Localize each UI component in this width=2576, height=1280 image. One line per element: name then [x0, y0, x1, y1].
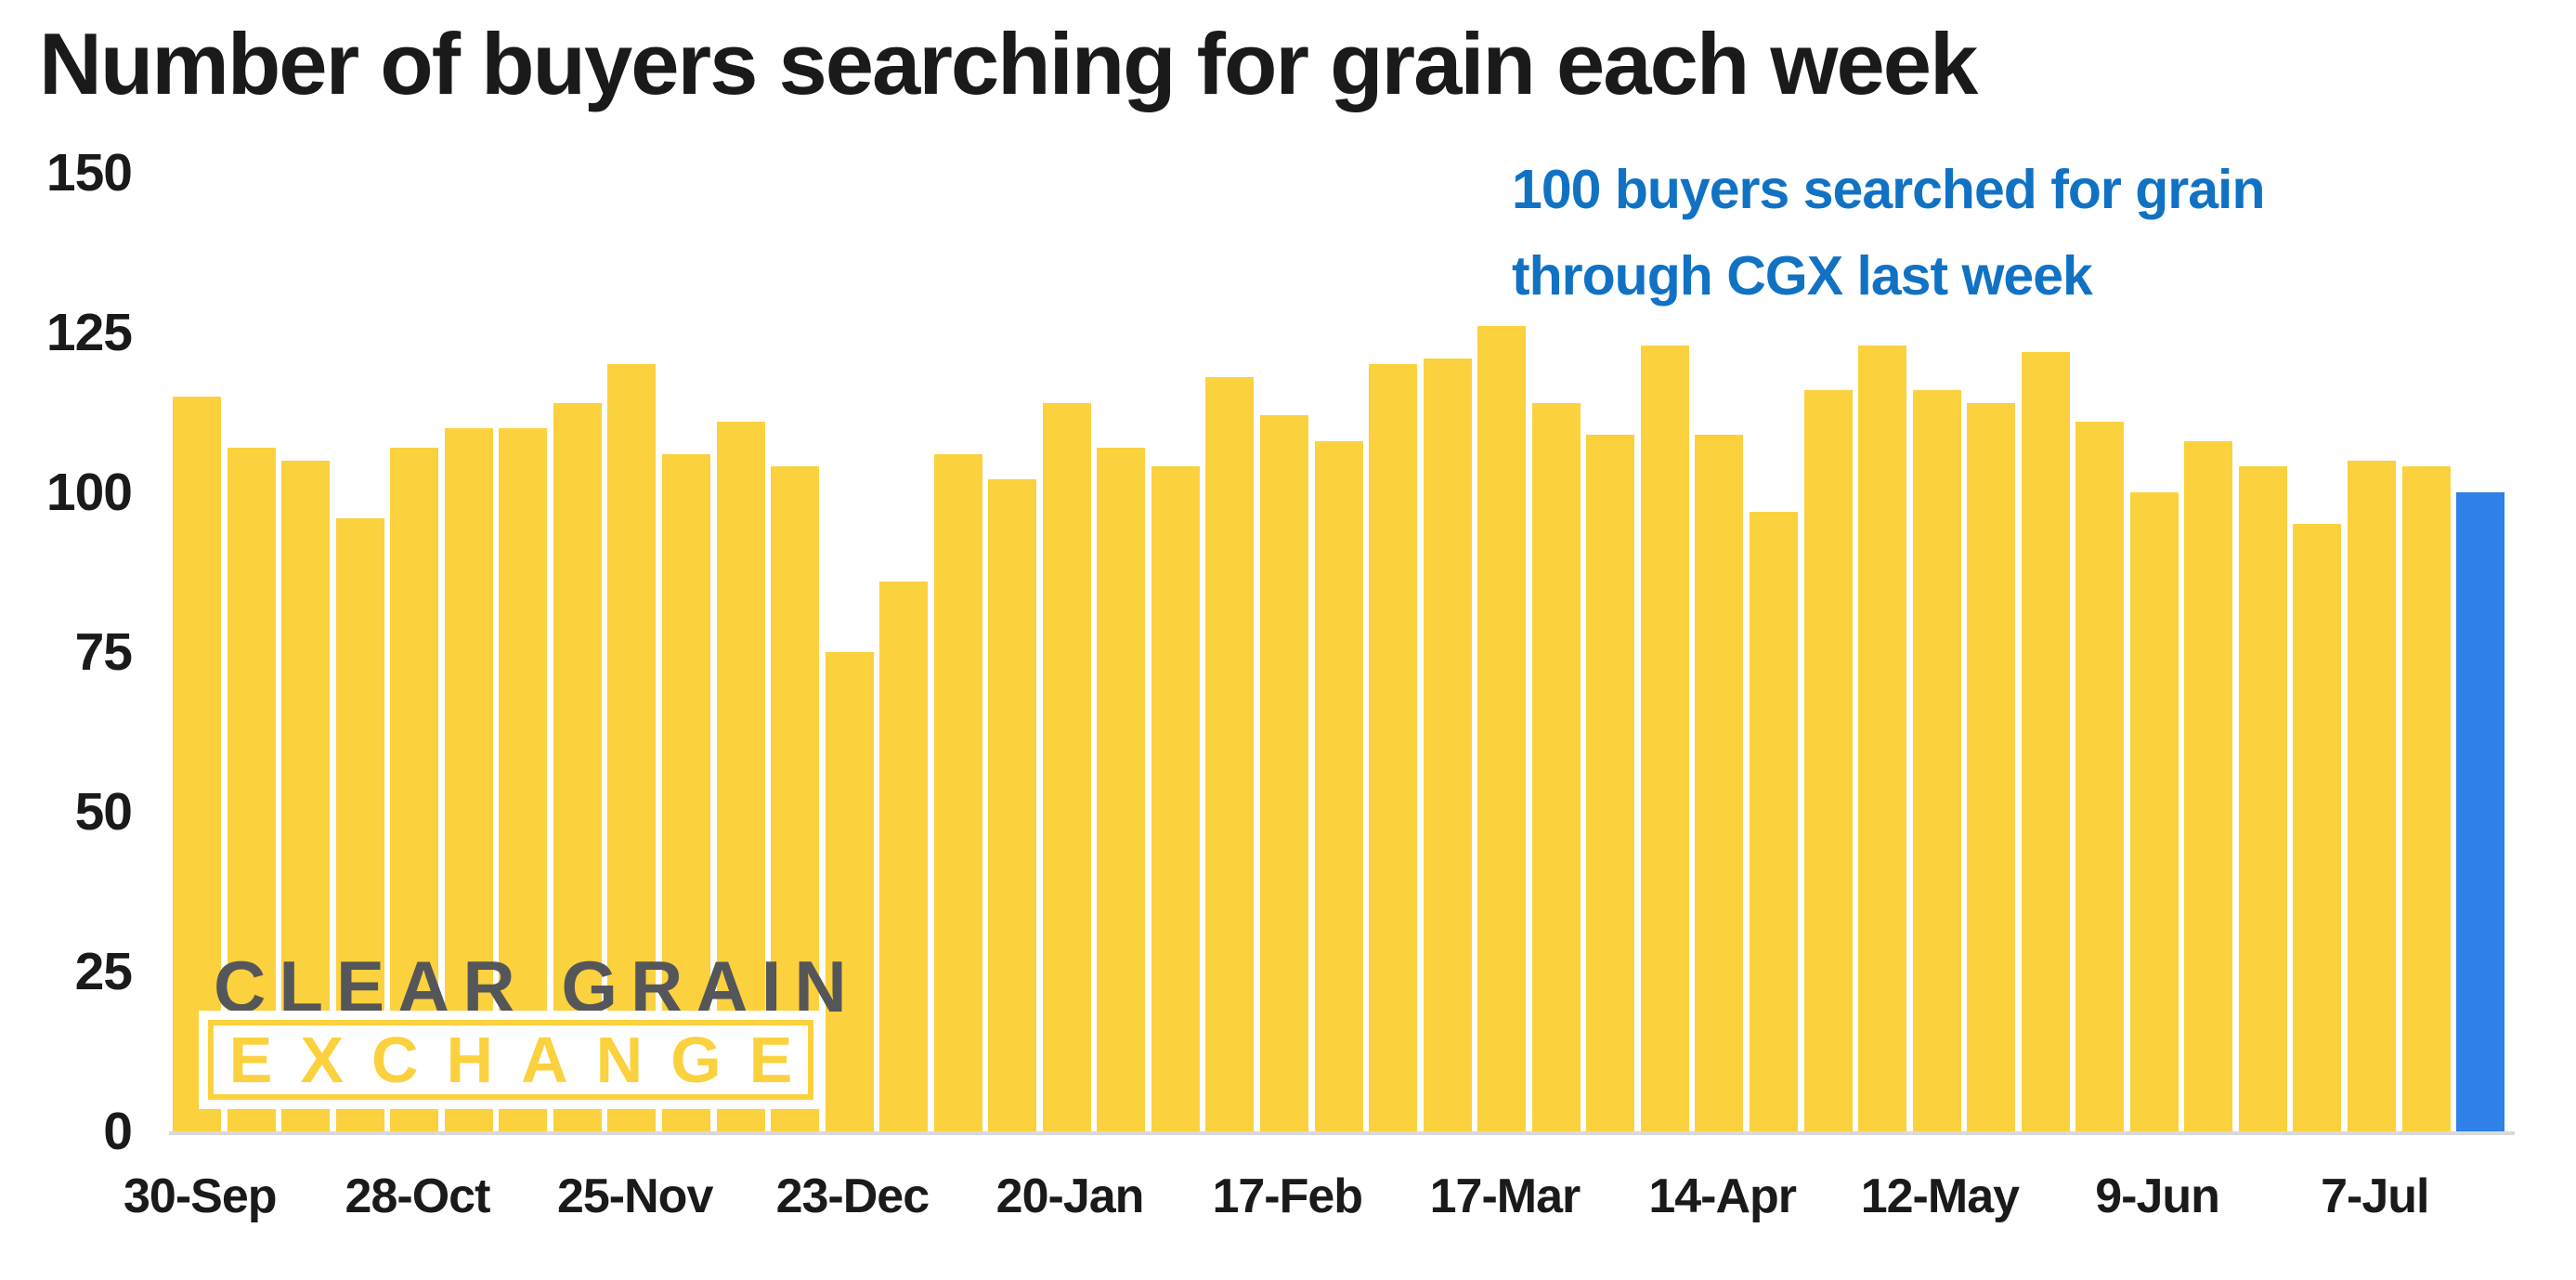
- x-axis-tick-label: 25-Nov: [556, 1169, 713, 1223]
- bar: [1205, 377, 1255, 1131]
- bar: [1477, 326, 1527, 1131]
- x-axis-tick-label: 14-Apr: [1648, 1169, 1797, 1223]
- bar: [499, 428, 548, 1131]
- x-axis-tick-label: 28-Oct: [345, 1169, 491, 1223]
- logo-exchange-band: EXCHANGE: [214, 1025, 808, 1094]
- x-axis-line: [169, 1131, 2515, 1135]
- x-axis-tick-label: 12-May: [1860, 1169, 2020, 1223]
- bar: [1586, 435, 1635, 1131]
- bar: [173, 396, 221, 1131]
- bar: [1912, 389, 1961, 1131]
- bar: [771, 466, 820, 1131]
- bar: [716, 422, 765, 1131]
- callout-line-1: 100 buyers searched for grain: [1512, 159, 2265, 220]
- highlighted-bar: [2456, 492, 2505, 1131]
- bar: [1531, 402, 1581, 1131]
- bar: [879, 581, 929, 1131]
- y-axis-tick-label: 25: [74, 942, 133, 1001]
- bar: [1640, 345, 1689, 1131]
- bar: [825, 652, 874, 1131]
- bar: [1097, 447, 1146, 1131]
- bar: [227, 447, 276, 1131]
- chart-title: Number of buyers searching for grain eac…: [39, 15, 1978, 112]
- bar: [2348, 460, 2396, 1131]
- bar: [1151, 466, 1200, 1131]
- y-axis-tick-label: 0: [103, 1102, 133, 1161]
- bar: [933, 453, 982, 1131]
- bar: [607, 364, 657, 1131]
- bar: [1260, 415, 1308, 1131]
- x-axis-tick-label: 23-Dec: [775, 1169, 930, 1223]
- bar: [2293, 524, 2342, 1131]
- logo-clear-grain-text: CLEAR GRAIN: [214, 946, 860, 1027]
- x-axis-tick-label: 7-Jul: [2321, 1169, 2429, 1223]
- x-axis-tick-label: 30-Sep: [124, 1169, 278, 1223]
- bar: [444, 428, 493, 1131]
- x-axis-tick-label: 20-Jan: [995, 1169, 1145, 1223]
- callout-line-2: through CGX last week: [1512, 245, 2093, 307]
- y-axis-tick-label: 150: [46, 143, 133, 202]
- bar: [1695, 435, 1744, 1131]
- bar: [281, 460, 331, 1131]
- bar: [1369, 364, 1418, 1131]
- bar: [1423, 358, 1472, 1131]
- y-axis-tick-label: 100: [46, 463, 133, 522]
- bar: [1749, 511, 1798, 1131]
- bar: [1042, 402, 1091, 1131]
- x-axis-tick-label: 17-Mar: [1429, 1169, 1581, 1223]
- bar: [2075, 422, 2125, 1131]
- bar: [1967, 402, 2016, 1131]
- bar: [2184, 440, 2233, 1131]
- bar: [1314, 440, 1363, 1131]
- bar: [553, 402, 602, 1131]
- y-axis-tick-label: 50: [74, 782, 133, 842]
- bar: [2021, 351, 2070, 1131]
- x-axis-tick-label: 17-Feb: [1212, 1169, 1363, 1223]
- bar: [1858, 345, 1907, 1131]
- logo-exchange-text: EXCHANGE: [228, 1024, 821, 1096]
- bar: [988, 479, 1037, 1131]
- y-axis-tick-label: 125: [46, 303, 133, 362]
- bar: [2401, 466, 2451, 1131]
- x-axis-tick-label: 9-Jun: [2095, 1169, 2220, 1223]
- y-axis-tick-label: 75: [74, 622, 133, 682]
- bar: [390, 447, 439, 1131]
- callout-annotation: 100 buyers searched for grain through CG…: [1512, 147, 2265, 320]
- bar: [1803, 389, 1853, 1131]
- bar: [2238, 466, 2287, 1131]
- bar: [2129, 492, 2179, 1131]
- bar: [661, 453, 710, 1131]
